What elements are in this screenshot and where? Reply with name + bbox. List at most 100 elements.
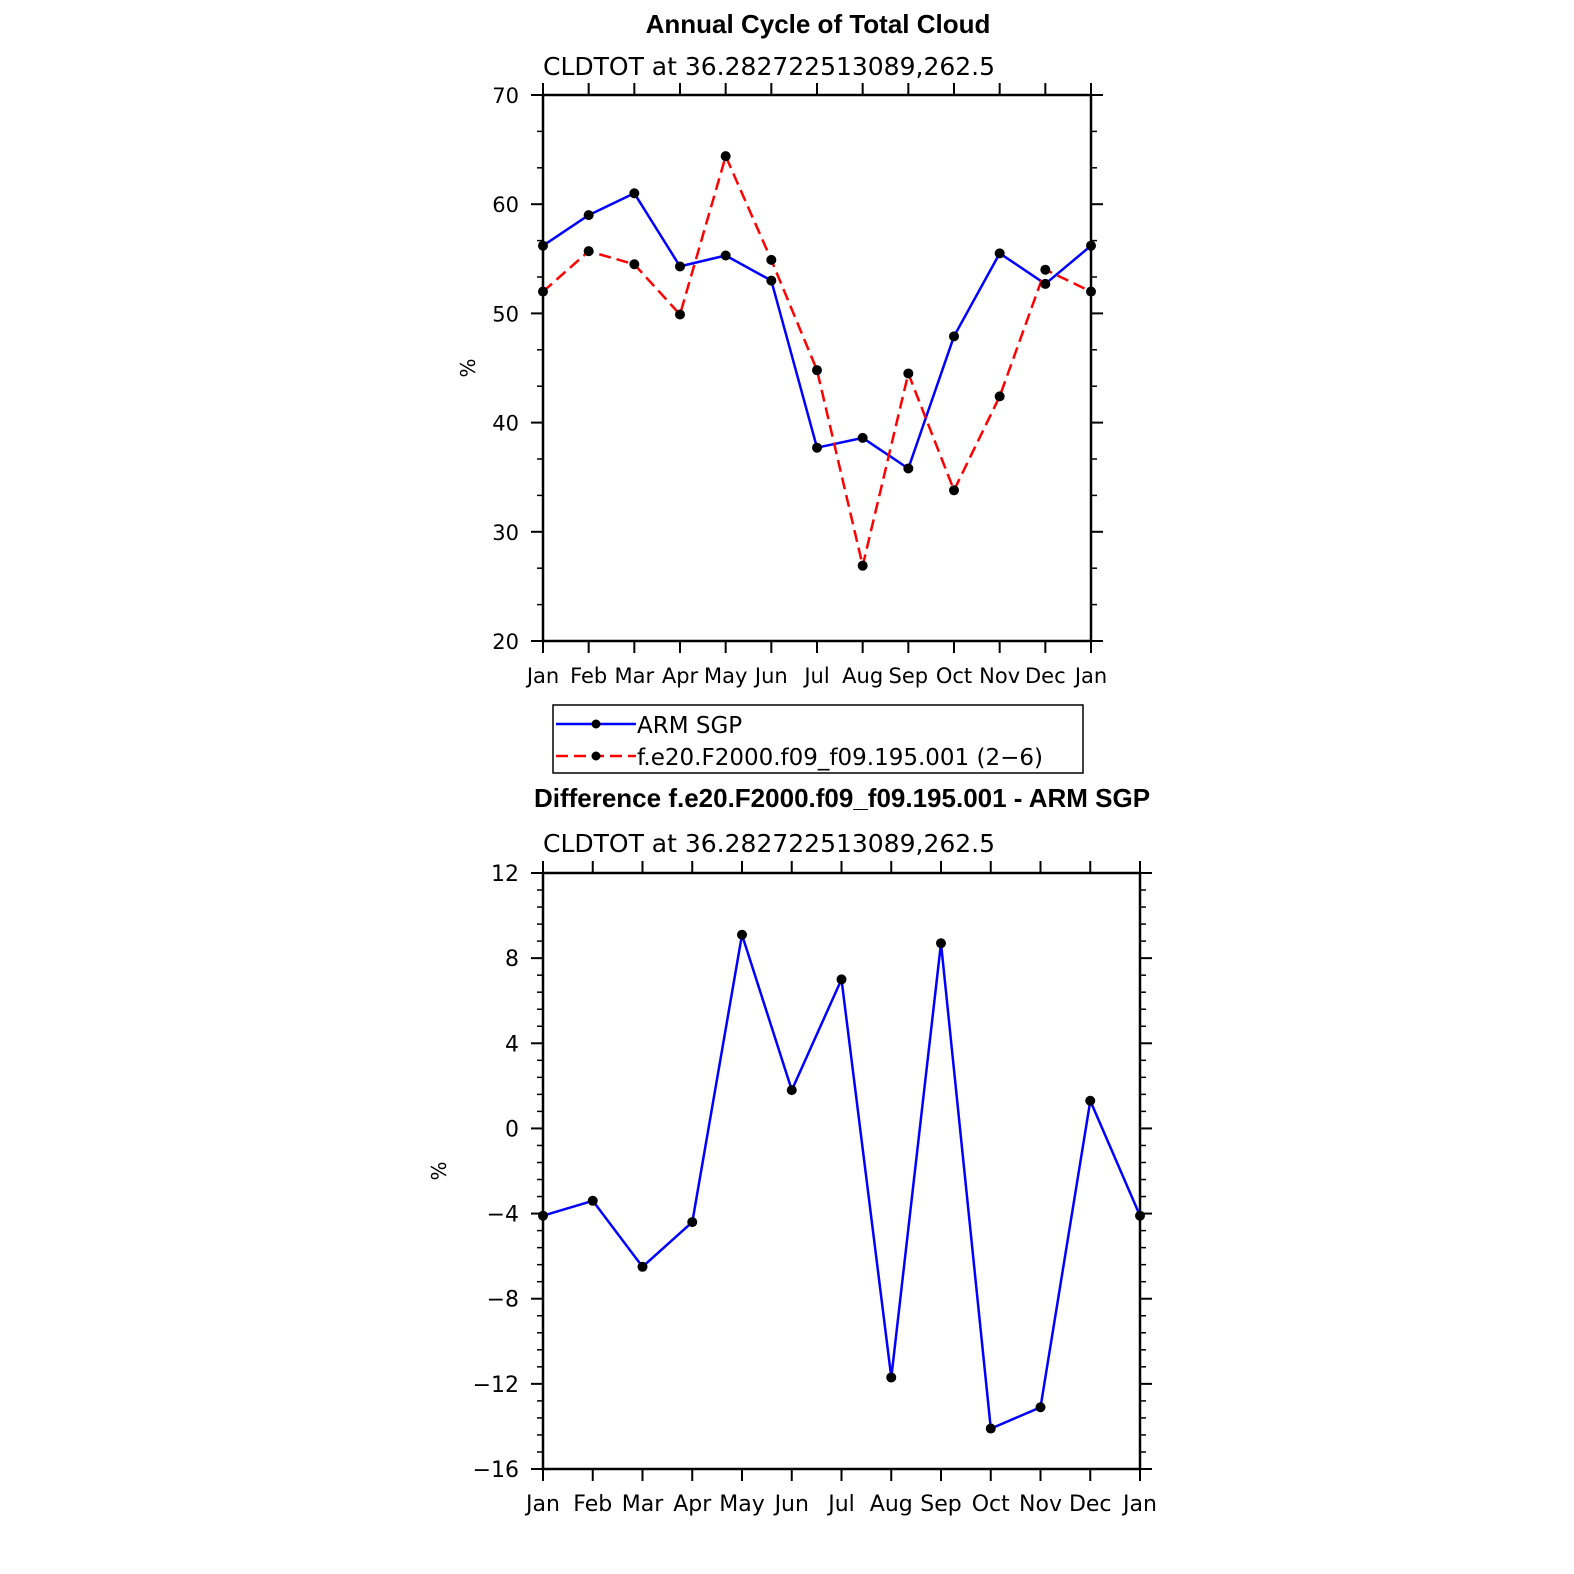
series-line-1 — [542, 154, 1092, 567]
x-tick-label: Dec — [1025, 664, 1066, 688]
y-tick-label: −4 — [487, 1203, 519, 1228]
x-tick-label: May — [704, 664, 747, 688]
data-point-series-0 — [587, 1195, 598, 1206]
x-tick-label: Apr — [673, 1492, 712, 1517]
plot-area: Jan Feb Mar Apr May Jun Jul Aug Sep Oct Nov Dec Jan−… — [473, 861, 1157, 1517]
legend-box — [552, 704, 1084, 774]
data-point-series-0 — [675, 261, 685, 272]
data-point-series-1 — [720, 151, 731, 162]
y-tick-label: 0 — [505, 1117, 519, 1142]
data-point-series-1 — [1086, 286, 1096, 297]
legend-label-model: f.e20.F2000.f09_f09.195.001 (2−6) — [637, 745, 1043, 771]
data-point-series-0 — [766, 275, 777, 286]
series-line-0 — [542, 933, 1142, 1430]
x-tick-label: Nov — [979, 664, 1020, 688]
data-point-series-0 — [836, 974, 847, 985]
chart-subtitle: CLDTOT at 36.282722513089,262.5 — [543, 829, 995, 858]
data-point-series-1 — [949, 485, 959, 496]
annual-cycle-chart: Annual Cycle of Total Cloud CLDTOT at 36… — [456, 9, 1107, 774]
data-point-series-0 — [629, 188, 640, 199]
y-tick-label: 30 — [492, 521, 519, 545]
data-point-series-1 — [766, 254, 777, 265]
data-point-series-0 — [687, 1217, 698, 1228]
legend-label-arm: ARM SGP — [637, 713, 742, 739]
data-point-series-0 — [737, 929, 747, 940]
data-point-series-1 — [812, 365, 822, 376]
x-tick-label: Aug — [870, 1492, 913, 1517]
data-point-series-0 — [812, 442, 822, 453]
y-tick-label: 60 — [492, 193, 519, 217]
chart-subtitle: CLDTOT at 36.282722513089,262.5 — [543, 52, 995, 81]
x-tick-label: Feb — [573, 1492, 612, 1517]
data-point-series-0 — [538, 240, 548, 251]
x-tick-label: Sep — [889, 664, 929, 688]
y-tick-label: 20 — [492, 630, 519, 654]
data-point-series-0 — [994, 248, 1005, 259]
data-point-series-0 — [538, 1210, 548, 1221]
data-point-series-0 — [1086, 240, 1096, 251]
data-point-series-0 — [949, 331, 959, 342]
x-tick-label: Jun — [753, 664, 788, 688]
data-point-series-1 — [538, 286, 548, 297]
x-tick-label: Mar — [615, 664, 655, 688]
data-point-series-1 — [1040, 264, 1051, 275]
data-point-series-1 — [675, 309, 685, 320]
x-tick-label: Jul — [826, 1492, 855, 1517]
y-tick-label: −12 — [473, 1373, 519, 1398]
data-point-series-0 — [1135, 1210, 1145, 1221]
y-tick-label: −16 — [473, 1458, 519, 1483]
x-tick-label: Aug — [842, 664, 883, 688]
legend: ARM SGP f.e20.F2000.f09_f09.195.001 (2−6… — [552, 704, 1084, 774]
x-tick-label: Oct — [972, 1492, 1010, 1517]
x-tick-label: May — [719, 1492, 764, 1517]
data-point-series-0 — [720, 250, 731, 261]
data-point-series-0 — [886, 1372, 897, 1383]
data-point-series-1 — [994, 391, 1005, 402]
data-point-series-0 — [786, 1085, 797, 1096]
legend-marker-model — [591, 751, 601, 761]
series-line-0 — [542, 192, 1092, 470]
data-point-series-0 — [1085, 1095, 1096, 1106]
y-tick-label: 4 — [505, 1032, 519, 1057]
data-point-series-1 — [903, 368, 914, 379]
chart-title: Annual Cycle of Total Cloud — [646, 9, 991, 39]
x-tick-label: Nov — [1019, 1492, 1062, 1517]
y-tick-label: 40 — [492, 412, 519, 436]
x-tick-label: Jan — [1073, 664, 1107, 688]
x-tick-label: Jun — [773, 1492, 809, 1517]
x-tick-label: Apr — [662, 664, 699, 688]
chart-title: Difference f.e20.F2000.f09_f09.195.001 -… — [534, 783, 1150, 813]
data-point-series-0 — [583, 210, 594, 221]
data-point-series-0 — [985, 1423, 996, 1434]
data-point-series-1 — [629, 259, 640, 270]
data-point-series-0 — [637, 1261, 648, 1272]
y-tick-label: 70 — [492, 84, 519, 108]
y-tick-label: 12 — [491, 862, 519, 887]
x-tick-label: Sep — [920, 1492, 961, 1517]
difference-chart: Difference f.e20.F2000.f09_f09.195.001 -… — [427, 783, 1157, 1517]
x-tick-label: Jan — [524, 1492, 560, 1517]
y-tick-label: 50 — [492, 302, 519, 326]
x-tick-label: Jan — [1121, 1492, 1157, 1517]
x-tick-label: Mar — [622, 1492, 664, 1517]
y-tick-label: 8 — [505, 947, 519, 972]
plot-area: Jan Feb Mar Apr May Jun Jul Aug Sep Oct Nov Dec Jan2… — [492, 83, 1107, 688]
y-axis-label: % — [427, 1161, 451, 1180]
x-tick-label: Feb — [570, 664, 607, 688]
x-tick-label: Jan — [525, 664, 559, 688]
data-point-series-1 — [583, 246, 594, 257]
y-axis-label: % — [456, 358, 480, 377]
data-point-series-0 — [1035, 1402, 1046, 1413]
data-point-series-0 — [1040, 278, 1051, 289]
y-tick-label: −8 — [487, 1288, 519, 1313]
data-point-series-0 — [936, 938, 946, 949]
x-tick-label: Dec — [1069, 1492, 1112, 1517]
plot-frame — [541, 871, 1142, 1471]
x-tick-label: Jul — [802, 664, 829, 688]
x-tick-label: Oct — [936, 664, 972, 688]
legend-marker-arm — [591, 719, 601, 729]
data-point-series-0 — [903, 463, 914, 474]
data-point-series-0 — [857, 432, 868, 443]
data-point-series-1 — [857, 560, 868, 571]
